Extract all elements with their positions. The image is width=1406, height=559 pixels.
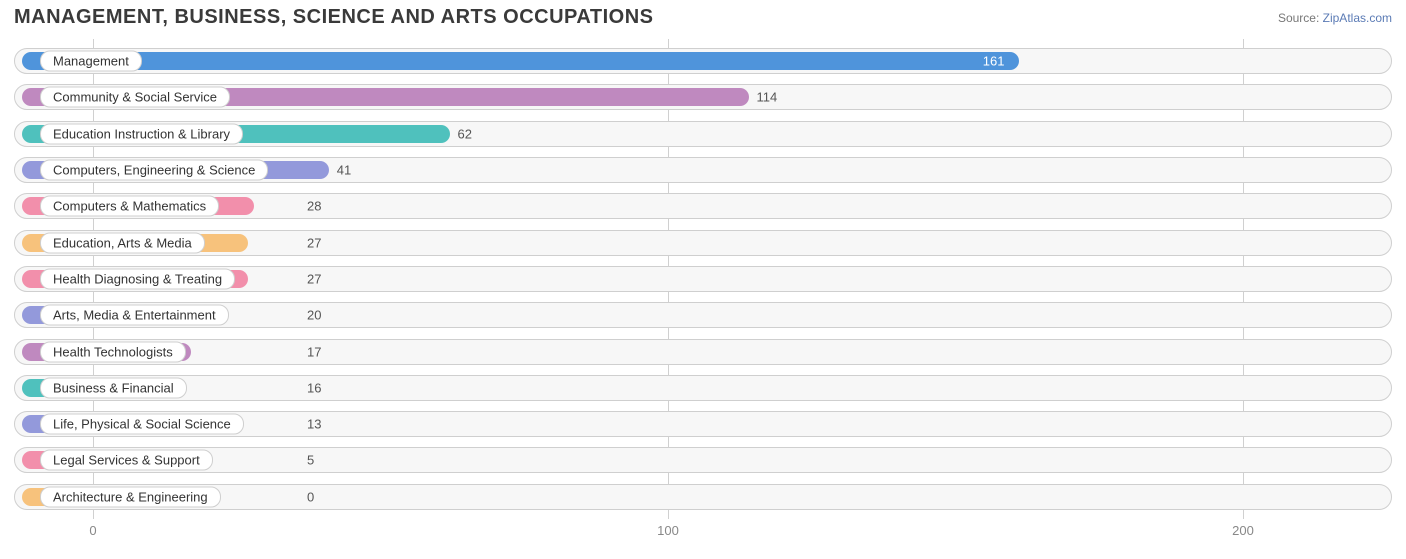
bar-label: Business & Financial (40, 377, 187, 398)
bar-label: Computers & Mathematics (40, 196, 219, 217)
bar-row: Legal Services & Support 5 (14, 445, 1392, 475)
bar-track (14, 339, 1392, 365)
bar-row: Health Diagnosing & Treating 27 (14, 264, 1392, 294)
x-tick: 100 (657, 523, 679, 538)
bar-value: 114 (757, 90, 778, 105)
chart-header: MANAGEMENT, BUSINESS, SCIENCE AND ARTS O… (0, 0, 1406, 39)
x-axis: 0 100 200 (14, 523, 1392, 543)
bar-value: 27 (307, 271, 321, 286)
bar-value: 20 (307, 308, 321, 323)
chart-title: MANAGEMENT, BUSINESS, SCIENCE AND ARTS O… (14, 6, 653, 29)
source-prefix: Source: (1278, 11, 1323, 25)
bar-label: Architecture & Engineering (40, 486, 221, 507)
bar-row: Education Instruction & Library 62 (14, 119, 1392, 149)
chart-area: Management 161 Community & Social Service 1… (0, 39, 1406, 543)
bar-label: Life, Physical & Social Science (40, 414, 244, 435)
bar-value: 161 (983, 54, 1005, 69)
bar-row: Life, Physical & Social Science 13 (14, 409, 1392, 439)
bar-row: Management 161 (14, 46, 1392, 76)
bar-value: 62 (458, 126, 472, 141)
bar-row: Community & Social Service 114 (14, 82, 1392, 112)
bar-label: Health Diagnosing & Treating (40, 268, 235, 289)
bar-row: Education, Arts & Media 27 (14, 228, 1392, 258)
bar-value: 28 (307, 199, 321, 214)
bar-fill (22, 52, 1019, 70)
bar-row: Computers & Mathematics 28 (14, 191, 1392, 221)
bar-value: 17 (307, 344, 321, 359)
bar-row: Health Technologists 17 (14, 337, 1392, 367)
bar-label: Computers, Engineering & Science (40, 160, 268, 181)
bar-value: 13 (307, 417, 321, 432)
bar-row: Architecture & Engineering 0 (14, 482, 1392, 512)
bar-row: Business & Financial 16 (14, 373, 1392, 403)
bar-value: 27 (307, 235, 321, 250)
x-tick: 200 (1232, 523, 1254, 538)
bar-label: Community & Social Service (40, 87, 230, 108)
bars-container: Management 161 Community & Social Service 1… (14, 39, 1392, 519)
source-link[interactable]: ZipAtlas.com (1323, 11, 1392, 25)
bar-row: Arts, Media & Entertainment 20 (14, 300, 1392, 330)
bar-value: 41 (337, 163, 351, 178)
bar-label: Arts, Media & Entertainment (40, 305, 229, 326)
bar-label: Management (40, 51, 142, 72)
bar-row: Computers, Engineering & Science 41 (14, 155, 1392, 185)
bar-track (14, 484, 1392, 510)
bar-label: Education Instruction & Library (40, 123, 243, 144)
bar-label: Health Technologists (40, 341, 186, 362)
bar-value: 0 (307, 489, 314, 504)
chart-plot: Management 161 Community & Social Service 1… (14, 39, 1392, 519)
bar-label: Legal Services & Support (40, 450, 213, 471)
bar-label: Education, Arts & Media (40, 232, 205, 253)
x-tick: 0 (89, 523, 96, 538)
chart-source: Source: ZipAtlas.com (1278, 11, 1392, 25)
bar-value: 5 (307, 453, 314, 468)
bar-track (14, 375, 1392, 401)
bar-value: 16 (307, 380, 321, 395)
bar-track (14, 447, 1392, 473)
